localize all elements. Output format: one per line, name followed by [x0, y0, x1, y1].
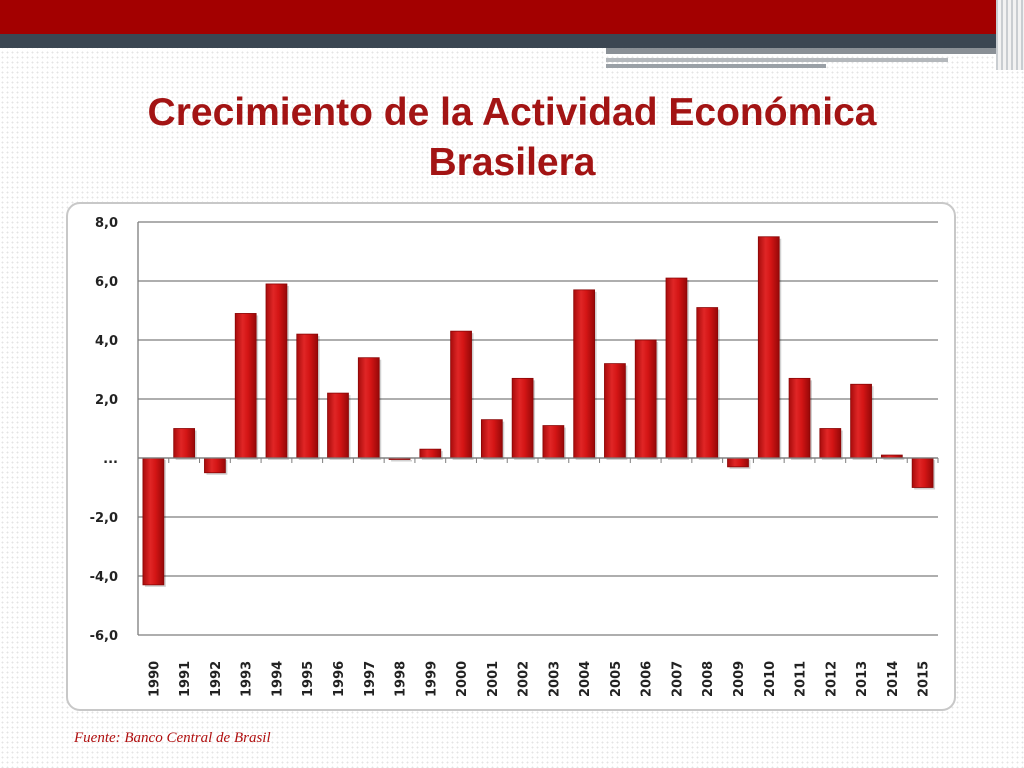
bar-2010 — [757, 236, 780, 459]
y-tick-label: 4,0 — [95, 334, 118, 349]
y-tick-label: -2,0 — [90, 511, 118, 526]
x-tick-label: 1995 — [301, 661, 316, 697]
bar-2004 — [573, 289, 596, 459]
x-tick-label: 2005 — [609, 661, 624, 697]
bar-1996 — [327, 392, 349, 459]
bar-shadow — [391, 460, 412, 462]
x-tick-label: 1999 — [424, 661, 439, 697]
header-stripe — [606, 48, 1000, 54]
x-tick-label: 2015 — [917, 661, 932, 697]
bar-2015 — [911, 457, 934, 488]
x-tick-label: 1992 — [209, 661, 224, 697]
bar-1991 — [173, 428, 196, 459]
bar-1999 — [419, 448, 442, 459]
bar-2008 — [696, 307, 719, 459]
bar-2001 — [480, 419, 503, 459]
bar-2013 — [850, 383, 872, 459]
x-tick-label: 2008 — [701, 661, 716, 697]
x-tick-label: 1994 — [270, 661, 285, 697]
bar-1990 — [142, 457, 165, 586]
x-tick-label: 2003 — [547, 661, 562, 697]
x-tick-label: 2012 — [824, 661, 839, 697]
header-stripe — [606, 64, 826, 68]
x-tick-label: 2007 — [670, 661, 685, 697]
y-tick-label: 2,0 — [95, 393, 118, 408]
x-tick-label: 1996 — [332, 661, 347, 697]
header-edge-stripes — [996, 0, 1024, 70]
bar-2002 — [511, 377, 534, 459]
slide-title-line-2: Brasilera — [428, 141, 596, 184]
x-tick-label: 1997 — [363, 661, 378, 697]
slide-title: Crecimiento de la Actividad Económica Br… — [40, 88, 984, 188]
bar-2009 — [727, 457, 749, 468]
header-red-band — [0, 0, 1000, 34]
bar-2011 — [788, 377, 811, 459]
x-tick-label: 1991 — [178, 661, 193, 697]
source-note: Fuente: Banco Central de Brasil — [74, 730, 271, 746]
slide-title-line-1: Crecimiento de la Actividad Económica — [147, 91, 877, 134]
y-tick-label: 8,0 — [95, 216, 118, 231]
x-tick-label: 2000 — [455, 661, 470, 697]
x-tick-label: 2014 — [886, 661, 901, 697]
bar-2007 — [665, 277, 688, 459]
bar-2003 — [542, 425, 565, 459]
bar-2005 — [604, 363, 626, 459]
y-tick-label: ... — [103, 452, 118, 467]
x-tick-label: 2009 — [732, 661, 747, 697]
bar-1993 — [234, 313, 257, 459]
x-tick-label: 2004 — [578, 661, 593, 697]
x-tick-label: 2010 — [763, 661, 778, 697]
x-tick-label: 2006 — [640, 661, 655, 697]
header-dark-band — [0, 34, 1000, 48]
bar-1992 — [204, 457, 226, 474]
x-tick-label: 2001 — [486, 661, 501, 697]
bar-2012 — [819, 428, 842, 459]
bar-chart: 8,0 6,0 4,0 2,0... -2,0 -4,0 -6,0 1990 1991 1992 1… — [90, 216, 939, 697]
bar-2000 — [450, 330, 472, 459]
x-tick-label: 2013 — [855, 661, 870, 697]
bar-1997 — [357, 357, 380, 459]
y-tick-label: -4,0 — [90, 570, 118, 585]
y-tick-label: -6,0 — [90, 629, 118, 644]
y-tick-label: 6,0 — [95, 275, 118, 290]
header-stripe — [606, 58, 948, 62]
x-tick-label: 2002 — [517, 661, 532, 697]
bar-1995 — [296, 333, 319, 459]
bar-2006 — [634, 339, 657, 459]
x-tick-label: 1993 — [240, 661, 255, 697]
x-tick-label: 1990 — [147, 661, 162, 697]
x-tick-label: 2011 — [794, 661, 809, 697]
x-tick-label: 1998 — [394, 661, 409, 697]
bar-1994 — [265, 283, 288, 459]
